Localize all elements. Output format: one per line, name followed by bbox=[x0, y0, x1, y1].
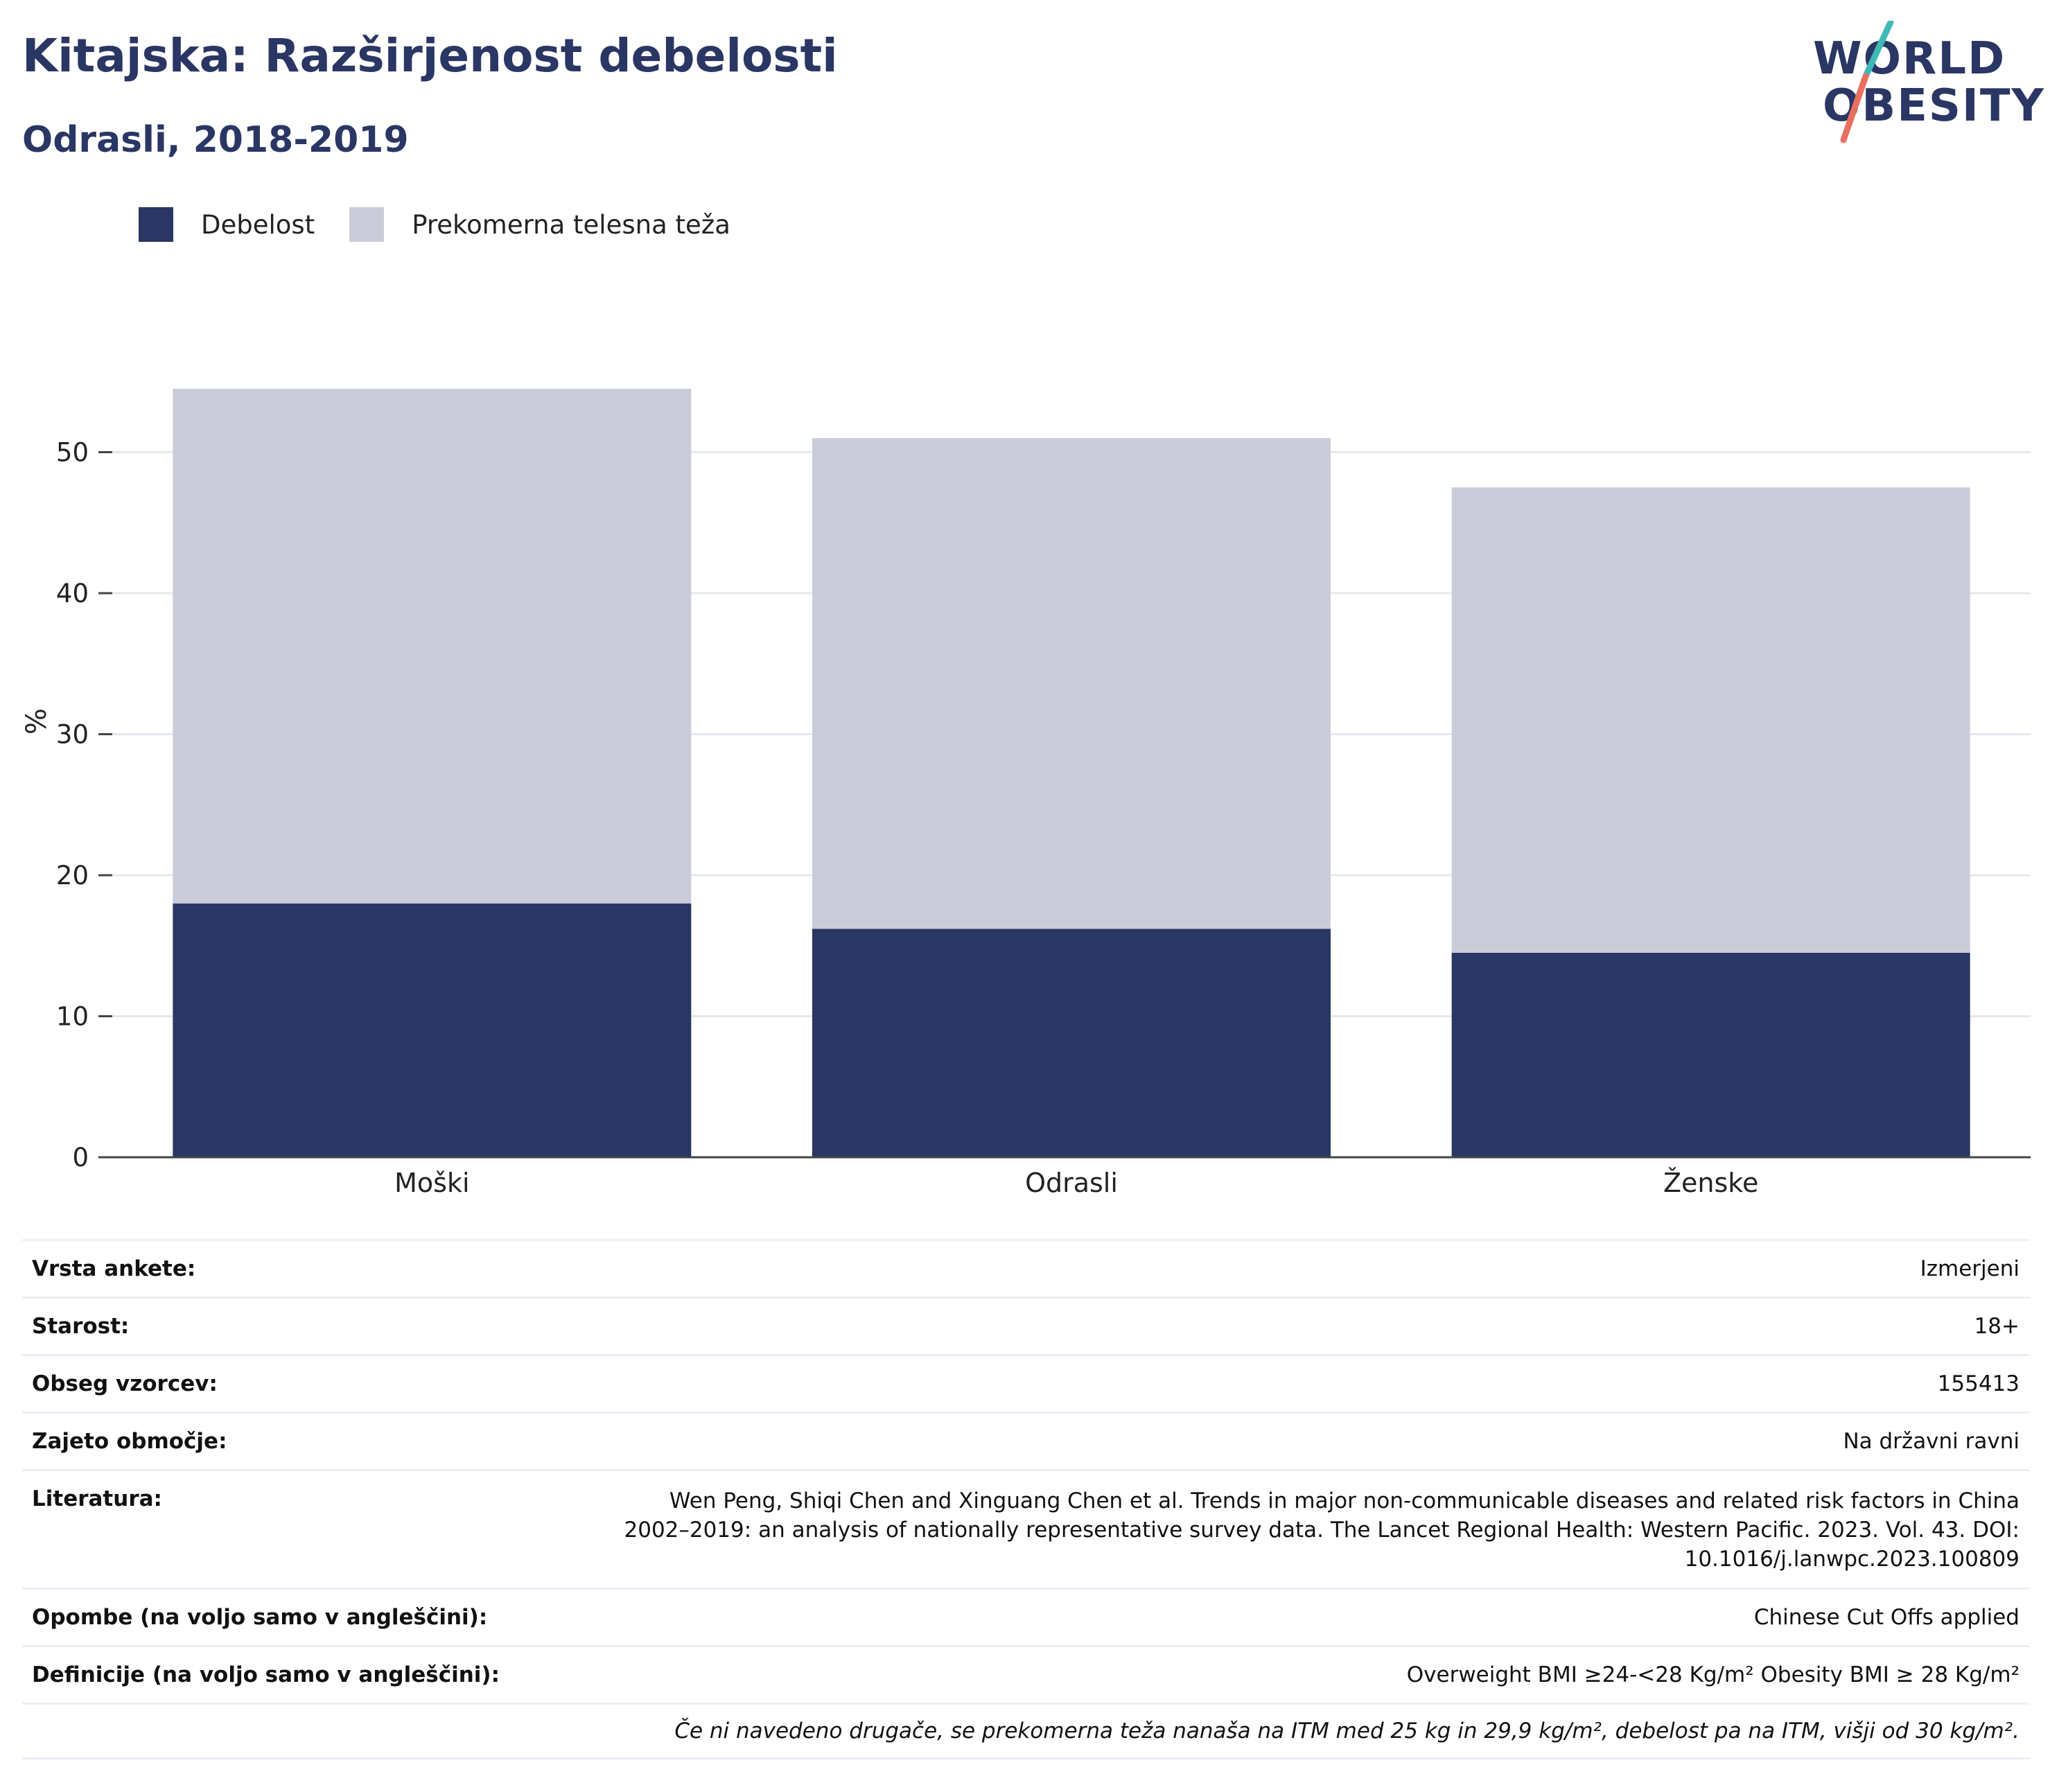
reference-line: Wen Peng, Shiqi Chen and Xinguang Chen e… bbox=[669, 1488, 2020, 1513]
info-value: 155413 bbox=[1937, 1371, 2020, 1396]
info-label: Opombe (na voljo samo v angleščini): bbox=[32, 1605, 488, 1630]
world-obesity-logo: WORLD OBESITY bbox=[1802, 21, 2044, 146]
x-tick-label: Ženske bbox=[1663, 1168, 1758, 1198]
info-row-footnote: Če ni navedeno drugače, se prekomerna te… bbox=[22, 1703, 2029, 1759]
info-value: Overweight BMI ≥24-<28 Kg/m² Obesity BMI… bbox=[1406, 1662, 2020, 1687]
y-tick-label: 0 bbox=[72, 1143, 89, 1172]
info-label: Starost: bbox=[32, 1314, 130, 1339]
chart-title: Kitajska: Razširjenost debelosti bbox=[22, 29, 838, 82]
info-label: Definicije (na voljo samo v angleščini): bbox=[32, 1662, 500, 1687]
info-row-area: Zajeto območje: Na državni ravni bbox=[22, 1412, 2029, 1469]
legend-item-obesity[interactable]: Debelost bbox=[139, 207, 315, 242]
legend-swatch-overweight bbox=[349, 207, 385, 242]
x-tick-label: Odrasli bbox=[1025, 1168, 1118, 1198]
info-value: Izmerjeni bbox=[1920, 1256, 2020, 1281]
legend-item-overweight[interactable]: Prekomerna telesna teža bbox=[349, 207, 730, 242]
y-tick-label: 40 bbox=[56, 579, 89, 608]
footnote-text: Če ni navedeno drugače, se prekomerna te… bbox=[674, 1719, 2020, 1743]
bar-chart: 0 10 20 30 40 50 Moški Odrasli Ženske bbox=[56, 388, 2031, 1198]
logo-text-line1: WORLD bbox=[1813, 33, 2006, 85]
bar-overweight bbox=[1451, 487, 1970, 953]
info-value-reference: Wen Peng, Shiqi Chen and Xinguang Chen e… bbox=[624, 1486, 2020, 1574]
info-label: Literatura: bbox=[32, 1486, 162, 1511]
y-tick-label: 30 bbox=[56, 720, 89, 750]
info-label: Vrsta ankete: bbox=[32, 1256, 196, 1281]
y-tick-label: 10 bbox=[56, 1002, 89, 1032]
legend-swatch-obesity bbox=[139, 207, 173, 242]
info-row-survey-type: Vrsta ankete: Izmerjeni bbox=[22, 1239, 2029, 1297]
reference-line: 10.1016/j.lanwpc.2023.100809 bbox=[1684, 1547, 2020, 1572]
y-tick-label: 20 bbox=[56, 861, 89, 890]
info-row-literature: Literatura: Wen Peng, Shiqi Chen and Xin… bbox=[22, 1469, 2029, 1588]
info-row-sample-size: Obseg vzorcev: 155413 bbox=[22, 1354, 2029, 1412]
reference-line: 2002–2019: an analysis of nationally rep… bbox=[624, 1518, 2020, 1543]
legend-label-obesity: Debelost bbox=[201, 209, 315, 240]
chart-subtitle: Odrasli, 2018-2019 bbox=[22, 119, 409, 161]
logo-slash-icon bbox=[1840, 21, 1894, 143]
y-tick-label: 50 bbox=[56, 438, 89, 468]
bar-overweight bbox=[173, 388, 692, 904]
bar-obesity bbox=[173, 903, 692, 1157]
bar-obesity bbox=[812, 929, 1331, 1157]
legend-label-overweight: Prekomerna telesna teža bbox=[412, 209, 730, 240]
bar-overweight bbox=[812, 438, 1331, 929]
info-row-notes: Opombe (na voljo samo v angleščini): Chi… bbox=[22, 1588, 2029, 1645]
chart-legend: Debelost Prekomerna telesna teža bbox=[139, 207, 765, 243]
bar-obesity bbox=[1451, 952, 1970, 1157]
x-tick-label: Moški bbox=[394, 1168, 469, 1198]
info-row-age: Starost: 18+ bbox=[22, 1297, 2029, 1354]
info-label: Obseg vzorcev: bbox=[32, 1371, 218, 1396]
info-value: Chinese Cut Offs applied bbox=[1753, 1605, 2020, 1630]
info-row-definitions: Definicije (na voljo samo v angleščini):… bbox=[22, 1645, 2029, 1703]
info-value: Na državni ravni bbox=[1843, 1429, 2020, 1454]
info-label: Zajeto območje: bbox=[32, 1429, 227, 1454]
info-value: 18+ bbox=[1974, 1314, 2020, 1339]
info-table: Vrsta ankete: Izmerjeni Starost: 18+ Obs… bbox=[22, 1239, 2029, 1759]
